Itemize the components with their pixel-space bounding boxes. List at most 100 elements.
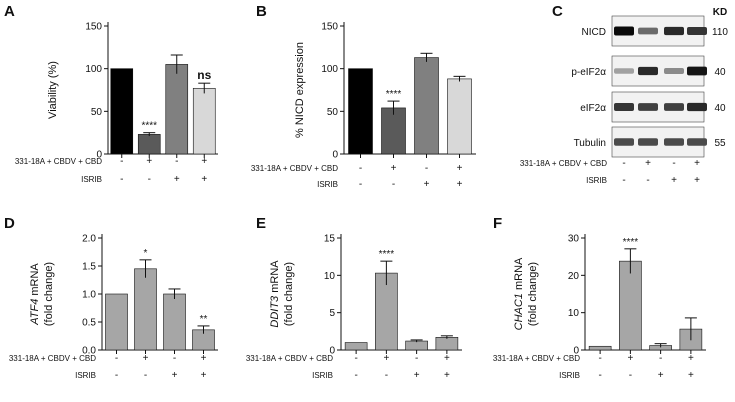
- a-ytick-label: 0: [96, 150, 102, 161]
- kd-header: KD: [713, 7, 727, 18]
- d-significance-4: **: [200, 314, 208, 325]
- blot-band-1-1: [614, 26, 634, 36]
- b-significance-2: ****: [386, 89, 402, 100]
- a-ytick-label: 50: [91, 107, 103, 118]
- d-treatment-sign-4: +: [201, 353, 207, 364]
- blot-band-1-2: [638, 27, 658, 35]
- blot-band-2-3: [664, 68, 684, 74]
- a-treatment-label: 331-18A + CBDV + CBD: [15, 157, 102, 166]
- blot-treatment-sign-2: +: [645, 158, 651, 169]
- f-ytick-label: 20: [568, 271, 580, 282]
- blot-isrib-sign-3: +: [671, 175, 677, 186]
- f-treatment-sign-4: +: [688, 353, 694, 364]
- f-ylabel-line2: (fold change): [527, 262, 539, 326]
- e-axes: [340, 234, 462, 351]
- blot-band-3-2: [638, 103, 658, 111]
- b-treatment-label: 331-18A + CBDV + CBD: [251, 164, 338, 173]
- a-ytick-label: 150: [85, 22, 102, 33]
- a-isrib-sign-2: -: [148, 174, 151, 185]
- b-isrib-sign-3: +: [424, 179, 430, 190]
- b-bar-1: [348, 68, 373, 155]
- blot-band-1-4: [687, 27, 707, 35]
- b-bar-3: [414, 57, 439, 155]
- blot-treatment-sign-1: -: [622, 158, 625, 169]
- e-ytick-label: 10: [324, 271, 336, 282]
- panel-letter-e: E: [256, 215, 266, 232]
- f-isrib-sign-4: +: [688, 370, 694, 381]
- blot-band-4-4: [687, 138, 707, 146]
- blot-band-3-4: [687, 102, 707, 112]
- e-bar-3: [405, 340, 428, 351]
- f-isrib-sign-1: -: [598, 370, 601, 381]
- e-treatment-sign-3: -: [415, 353, 418, 364]
- blot-band-2-2: [638, 66, 658, 76]
- e-significance-2: ****: [379, 249, 395, 260]
- f-ylabel: CHAC1 mRNA: [513, 257, 525, 330]
- d-treatment-sign-3: -: [173, 353, 176, 364]
- f-bar-2: [619, 260, 642, 351]
- blot-band-2-1: [614, 68, 634, 74]
- a-significance-2: ****: [141, 121, 157, 132]
- a-isrib-sign-1: -: [120, 174, 123, 185]
- e-ytick-label: 15: [324, 234, 336, 245]
- blot-isrib-label: ISRIB: [586, 176, 607, 185]
- d-isrib-sign-2: -: [144, 370, 147, 381]
- e-isrib-sign-3: +: [414, 370, 420, 381]
- a-treatment-sign-4: +: [201, 156, 207, 167]
- chart-b-nicd-expression: 0 50 100 150 **** % NICD expression 331-18A + …: [251, 22, 476, 190]
- f-significance-2: ****: [623, 237, 639, 248]
- blot-band-3-1: [614, 103, 634, 111]
- panel-letter-b: B: [256, 3, 267, 20]
- f-ytick-label: 30: [568, 234, 580, 245]
- e-ylabel-line2: (fold change): [283, 262, 295, 326]
- blot-row-label: NICD: [582, 27, 606, 38]
- e-isrib-sign-2: -: [385, 370, 388, 381]
- e-treatment-sign-4: +: [444, 353, 450, 364]
- b-treatment-sign-1: -: [359, 163, 362, 174]
- panel-letter-f: F: [493, 215, 502, 232]
- d-ylabel-line2: (fold change): [43, 262, 55, 326]
- chart-f-chac1-mrna: 0 10 20 30 **** CHAC1 mRNA (fold change) 331-18…: [493, 234, 706, 381]
- e-treatment-sign-1: -: [354, 353, 357, 364]
- a-isrib-sign-3: +: [174, 174, 180, 185]
- d-bar-3: [163, 293, 186, 351]
- a-treatment-sign-1: -: [120, 156, 123, 167]
- d-isrib-sign-4: +: [201, 370, 207, 381]
- a-treatment-sign-3: -: [175, 156, 178, 167]
- panel-letter-d: D: [4, 215, 15, 232]
- blot-isrib-sign-2: -: [646, 175, 649, 186]
- b-treatment-sign-4: +: [457, 163, 463, 174]
- blot-treatment-sign-3: -: [672, 158, 675, 169]
- b-ytick-label: 100: [321, 64, 338, 75]
- a-isrib-sign-4: +: [201, 174, 207, 185]
- d-bar-1: [105, 293, 128, 351]
- f-treatment-sign-2: +: [627, 353, 633, 364]
- chart-a-viability: 0 50 100 150 **** ns Viability (%) 331-18A + CB…: [15, 22, 218, 185]
- blot-kd-value: 55: [714, 138, 726, 149]
- f-isrib-sign-3: +: [658, 370, 664, 381]
- blot-band-1-3: [664, 26, 684, 36]
- d-isrib-sign-3: +: [172, 370, 178, 381]
- f-isrib-label: ISRIB: [559, 371, 580, 380]
- blot-band-4-1: [614, 138, 634, 146]
- a-bar-1: [110, 68, 134, 155]
- d-ytick-label: 1.5: [82, 262, 96, 273]
- b-ylabel: % NICD expression: [294, 42, 306, 138]
- e-treatment-label: 331-18A + CBDV + CBD: [246, 354, 333, 363]
- a-bar-2: [137, 134, 161, 155]
- d-treatment-label: 331-18A + CBDV + CBD: [9, 354, 96, 363]
- e-isrib-label: ISRIB: [312, 371, 333, 380]
- blot-treatment-sign-4: +: [694, 158, 700, 169]
- e-ylabel: DDIT3 mRNA: [269, 260, 281, 328]
- blot-band-4-2: [638, 138, 658, 146]
- f-isrib-sign-2: -: [629, 370, 632, 381]
- e-bar-1: [344, 342, 368, 351]
- b-ytick-label: 50: [327, 107, 339, 118]
- d-isrib-label: ISRIB: [75, 371, 96, 380]
- panel-letter-a: A: [4, 3, 15, 20]
- d-isrib-sign-1: -: [115, 370, 118, 381]
- blot-isrib-sign-1: -: [622, 175, 625, 186]
- b-treatment-sign-3: -: [425, 163, 428, 174]
- blot-isrib-sign-4: +: [694, 175, 700, 186]
